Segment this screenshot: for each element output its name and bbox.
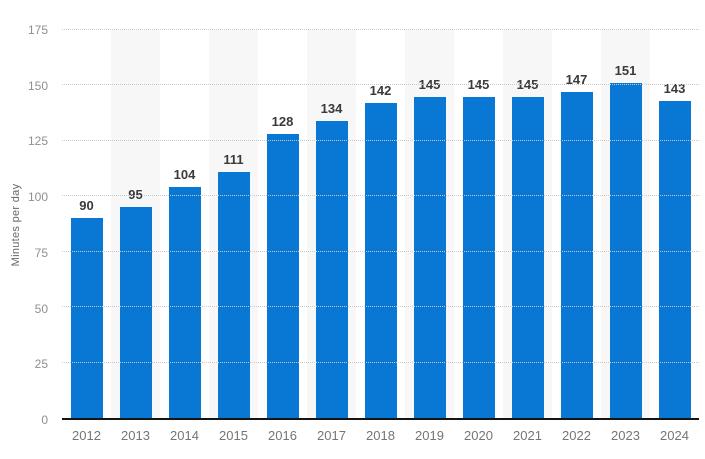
bar[interactable] bbox=[560, 92, 593, 418]
x-tick-label: 2024 bbox=[660, 428, 689, 443]
bar-value-label: 128 bbox=[271, 114, 294, 130]
chart-column: 151 2023 bbox=[601, 30, 650, 443]
bar-value-label: 145 bbox=[467, 76, 490, 92]
bar[interactable] bbox=[70, 218, 103, 418]
bar[interactable] bbox=[119, 207, 152, 418]
chart-column: 143 2024 bbox=[650, 30, 699, 443]
chart-column: 111 2015 bbox=[209, 30, 258, 443]
bar-value-label: 142 bbox=[369, 83, 392, 99]
x-tick-label: 2014 bbox=[170, 428, 199, 443]
chart-column: 95 2013 bbox=[111, 30, 160, 443]
bar[interactable] bbox=[266, 134, 299, 418]
x-tick-label: 2018 bbox=[366, 428, 395, 443]
bar[interactable] bbox=[462, 96, 495, 418]
bar-value-label: 134 bbox=[320, 100, 343, 116]
chart-column: 128 2016 bbox=[258, 30, 307, 443]
y-tick-label: 100 bbox=[27, 190, 48, 205]
columns-container: 90 2012 95 2013 104 2014 111 2015 128 2016 134 2017… bbox=[62, 30, 699, 443]
bar[interactable] bbox=[168, 187, 201, 418]
x-tick-label: 2021 bbox=[513, 428, 542, 443]
bar[interactable] bbox=[315, 120, 348, 418]
chart-column: 145 2019 bbox=[405, 30, 454, 443]
bar-value-label: 143 bbox=[663, 80, 686, 96]
x-tick-label: 2016 bbox=[268, 428, 297, 443]
chart-column: 104 2014 bbox=[160, 30, 209, 443]
x-tick-label: 2012 bbox=[72, 428, 101, 443]
y-tick-label: 0 bbox=[41, 413, 48, 427]
bar[interactable] bbox=[511, 96, 544, 418]
bar[interactable] bbox=[658, 100, 691, 418]
chart-column: 142 2018 bbox=[356, 30, 405, 443]
y-tick-label: 50 bbox=[34, 301, 48, 316]
x-tick-label: 2013 bbox=[121, 428, 150, 443]
bar[interactable] bbox=[609, 83, 642, 418]
x-tick-label: 2017 bbox=[317, 428, 346, 443]
y-tick-label: 75 bbox=[34, 245, 48, 260]
chart-column: 145 2020 bbox=[454, 30, 503, 443]
bar-value-label: 151 bbox=[614, 63, 637, 79]
x-tick-label: 2019 bbox=[415, 428, 444, 443]
y-tick-label: 125 bbox=[27, 134, 48, 149]
x-tick-label: 2022 bbox=[562, 428, 591, 443]
bar-value-label: 145 bbox=[516, 76, 539, 92]
chart-column: 145 2021 bbox=[503, 30, 552, 443]
bar[interactable] bbox=[364, 103, 397, 418]
bar-value-label: 147 bbox=[565, 72, 588, 88]
plot-area: 90 2012 95 2013 104 2014 111 2015 128 2016 134 2017… bbox=[62, 29, 699, 443]
chart-column: 90 2012 bbox=[62, 30, 111, 443]
bar[interactable] bbox=[413, 96, 446, 418]
x-tick-label: 2015 bbox=[219, 428, 248, 443]
bar-value-label: 90 bbox=[79, 198, 94, 214]
bar-value-label: 104 bbox=[173, 167, 196, 183]
bar-value-label: 145 bbox=[418, 76, 441, 92]
bar[interactable] bbox=[217, 171, 250, 418]
x-tick-label: 2020 bbox=[464, 428, 493, 443]
chart-column: 134 2017 bbox=[307, 30, 356, 443]
bar-value-label: 95 bbox=[128, 187, 143, 203]
x-tick-label: 2023 bbox=[611, 428, 640, 443]
y-tick-label: 150 bbox=[27, 78, 48, 93]
y-tick-label: 25 bbox=[34, 357, 48, 372]
bar-value-label: 111 bbox=[223, 151, 244, 167]
y-tick-label: 175 bbox=[27, 23, 48, 37]
chart-column: 147 2022 bbox=[552, 30, 601, 443]
